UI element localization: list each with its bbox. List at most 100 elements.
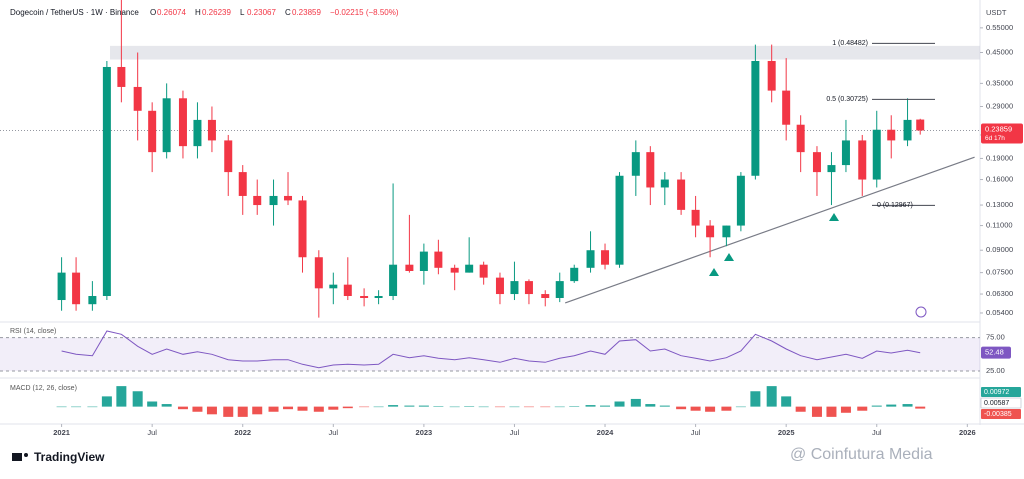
ohlc-label: C — [285, 8, 291, 17]
macd-bar — [840, 406, 851, 413]
candle-body — [117, 66, 126, 87]
candle-body — [796, 124, 805, 153]
macd-bar — [478, 406, 489, 408]
candle-body — [405, 264, 414, 271]
x-tick-label: 2024 — [597, 428, 615, 437]
candle-body — [541, 294, 550, 299]
candle-body — [631, 152, 640, 176]
logo-mark — [12, 453, 22, 461]
macd-bar — [554, 406, 565, 408]
macd-bar — [373, 406, 384, 408]
x-tick-label: 2022 — [234, 428, 251, 437]
brand: TradingView — [12, 450, 105, 464]
macd-title: MACD (12, 26, close) — [10, 385, 77, 392]
x-tick-label: 2026 — [959, 428, 976, 437]
candle-body — [691, 209, 700, 226]
macd-bar — [418, 405, 429, 407]
candle-body — [207, 119, 216, 141]
brand-name: TradingView — [34, 450, 105, 464]
macd-bar — [902, 404, 913, 407]
macd-bar — [690, 406, 701, 411]
ohlc-value: 0.26239 — [202, 8, 231, 17]
macd-bar — [223, 406, 234, 417]
rsi-tick-label: 75.00 — [986, 333, 1005, 342]
candle-body — [555, 281, 564, 299]
macd-value-box — [981, 409, 1021, 419]
rsi-pane: 75.00 25.00 RSI (14, close) 52.48 — [0, 328, 1011, 375]
macd-bar — [132, 391, 143, 407]
ohlc-value: 0.26074 — [157, 8, 186, 17]
replay-icon[interactable] — [915, 306, 927, 318]
candle-body — [72, 272, 81, 305]
macd-bar — [705, 406, 716, 412]
macd-bar — [237, 406, 248, 417]
candle-body — [148, 110, 157, 153]
macd-bar — [464, 406, 475, 407]
macd-bar — [404, 405, 415, 407]
currency-label: USDT — [986, 8, 1007, 17]
macd-pane: MACD (12, 26, close) 0.00972 0.00587 -0.003… — [10, 385, 1022, 419]
fib-label: 0 (0.12967) — [877, 202, 913, 209]
macd-value: 0.00587 — [984, 400, 1009, 407]
header: Dogecoin / TetherUS · 1W · Binance O 0.26… — [10, 8, 399, 17]
macd-bar — [857, 406, 868, 411]
macd-bar — [71, 406, 82, 408]
ohlc-label: L — [240, 8, 245, 17]
macd-bar — [645, 404, 656, 407]
rsi-value: 52.48 — [985, 348, 1004, 357]
logo-mark — [24, 453, 28, 457]
candle-body — [284, 195, 293, 201]
candle-body — [360, 296, 369, 299]
ohlc-value: 0.23859 — [292, 8, 321, 17]
macd-value: 0.00972 — [984, 389, 1009, 396]
candle-body — [224, 140, 233, 173]
macd-bar — [283, 406, 294, 410]
macd-bar — [297, 406, 308, 411]
watermark: @ Coinfutura Media — [790, 446, 933, 463]
y-tick-label: 0.09000 — [986, 245, 1013, 254]
candle-body — [510, 281, 519, 295]
macd-bar — [161, 404, 172, 407]
macd-bar — [600, 405, 611, 407]
candle-body — [706, 225, 715, 238]
x-tick-label: Jul — [872, 428, 882, 437]
candle-body — [767, 60, 776, 91]
macd-bar — [449, 406, 460, 408]
x-tick-label: 2021 — [53, 428, 70, 437]
candle-body — [495, 277, 504, 295]
chart-title: Dogecoin / TetherUS · 1W · Binance — [10, 8, 139, 17]
macd-bar — [614, 401, 625, 407]
candle-body — [646, 152, 655, 188]
macd-bar — [569, 406, 580, 407]
candle-body — [178, 98, 187, 147]
x-tick-label: Jul — [329, 428, 339, 437]
macd-bar — [252, 406, 263, 415]
macd-bar — [87, 406, 98, 408]
candle-body — [450, 267, 459, 273]
candle-body — [751, 60, 760, 176]
y-tick-label: 0.07500 — [986, 268, 1013, 277]
y-tick-label: 0.13000 — [986, 200, 1013, 209]
price-label: 0.23859 — [985, 124, 1012, 133]
candle-body — [343, 284, 352, 297]
y-tick-label: 0.06300 — [986, 289, 1013, 298]
x-tick-label: 2023 — [416, 428, 433, 437]
macd-bar — [676, 406, 687, 410]
macd-bar — [886, 404, 897, 407]
candle-body — [841, 140, 850, 166]
candle-body — [479, 264, 488, 278]
rsi-band — [0, 337, 980, 371]
x-tick-label: 2025 — [778, 428, 795, 437]
candle-body — [615, 175, 624, 265]
macd-bar — [313, 406, 324, 412]
candle-body — [162, 98, 171, 153]
macd-bar — [659, 405, 670, 407]
x-tick-label: Jul — [691, 428, 701, 437]
marker — [709, 268, 719, 276]
candle-body — [524, 281, 533, 295]
candle-body — [102, 66, 111, 297]
y-tick-label: 0.16000 — [986, 175, 1013, 184]
fib-label: 1 (0.48482) — [832, 40, 868, 47]
change-value: −0.02215 (−8.50%) — [330, 8, 399, 17]
